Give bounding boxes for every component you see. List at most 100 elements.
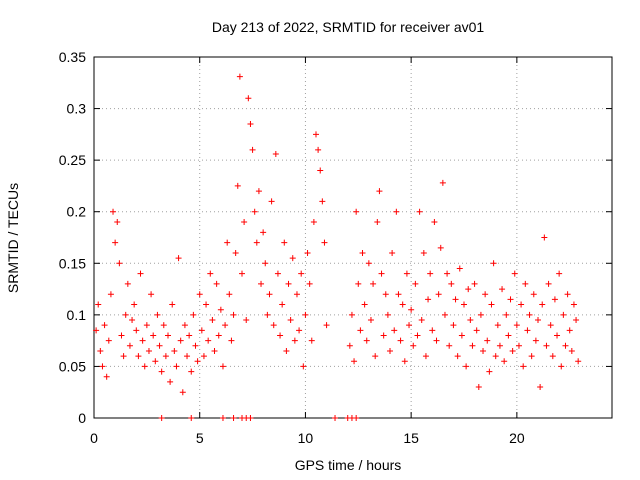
y-tick-label: 0.25 (59, 152, 86, 168)
data-point (444, 270, 451, 277)
data-point (93, 327, 100, 334)
data-points (93, 73, 582, 421)
data-point (181, 322, 188, 329)
data-point (215, 332, 222, 339)
data-point (179, 389, 186, 396)
data-point (135, 353, 142, 360)
data-point (528, 353, 535, 360)
data-point (422, 353, 429, 360)
data-point (207, 270, 214, 277)
data-point (469, 342, 476, 349)
data-point (249, 146, 256, 153)
data-point (219, 363, 226, 370)
data-point (97, 347, 104, 354)
data-point (148, 291, 155, 298)
data-point (454, 353, 461, 360)
data-point (403, 270, 410, 277)
data-point (406, 322, 413, 329)
data-point (522, 280, 529, 287)
data-point (380, 332, 387, 339)
data-point (239, 270, 245, 277)
data-point (167, 378, 174, 385)
data-point (480, 347, 487, 354)
data-point (289, 255, 296, 262)
data-point (433, 337, 440, 344)
data-point (283, 347, 290, 354)
data-point (203, 301, 210, 308)
data-point (414, 332, 421, 339)
data-point (513, 322, 520, 329)
data-point (291, 337, 298, 344)
data-point (372, 353, 379, 360)
data-point (418, 317, 425, 324)
data-point (101, 322, 108, 329)
data-point (355, 280, 362, 287)
data-point (477, 311, 484, 318)
data-point (139, 337, 146, 344)
data-point (99, 363, 106, 370)
data-point (262, 260, 269, 267)
data-point (494, 322, 501, 329)
data-point (152, 358, 159, 365)
data-point (499, 286, 506, 293)
data-point (471, 280, 478, 287)
data-point (315, 146, 322, 153)
data-point (429, 327, 436, 334)
data-point (515, 342, 522, 349)
data-point (245, 95, 252, 102)
data-point (266, 291, 273, 298)
data-point (425, 296, 432, 303)
data-point (397, 337, 404, 344)
data-point (384, 311, 391, 318)
data-point (165, 332, 171, 339)
data-point (401, 358, 408, 365)
data-point (518, 301, 525, 308)
x-tick-label: 5 (196, 430, 204, 446)
data-point (539, 301, 546, 308)
y-tick-label: 0.1 (67, 307, 87, 323)
data-point (435, 291, 442, 298)
plot-frame (93, 56, 613, 419)
y-axis-label: SRMTID / TECUs (5, 183, 21, 293)
data-point (501, 358, 508, 365)
data-point (169, 301, 176, 308)
data-point (158, 415, 165, 421)
data-point (293, 291, 300, 298)
data-point (543, 342, 550, 349)
x-axis-label: GPS time / hours (295, 457, 402, 473)
data-point (277, 332, 284, 339)
grid (94, 57, 612, 418)
data-point (241, 219, 248, 226)
data-point (160, 322, 167, 329)
data-point (323, 322, 330, 329)
data-point (427, 270, 434, 277)
x-tick-label: 0 (90, 430, 98, 446)
data-point (230, 311, 237, 318)
data-point (268, 198, 275, 205)
data-point (141, 363, 148, 370)
data-point (219, 415, 226, 421)
data-point (484, 337, 491, 344)
data-point (416, 208, 423, 215)
data-point (535, 317, 541, 324)
data-point (507, 296, 514, 303)
data-point (503, 311, 510, 318)
data-point (505, 332, 512, 339)
data-point (255, 188, 262, 195)
data-point (463, 363, 470, 370)
data-point (114, 219, 121, 226)
data-point (264, 311, 271, 318)
data-point (226, 291, 233, 298)
data-point (285, 280, 292, 287)
data-point (228, 337, 235, 344)
data-point (382, 291, 389, 298)
data-point (486, 368, 493, 375)
data-point (439, 179, 446, 186)
y-tick-label: 0 (78, 410, 86, 426)
data-point (410, 342, 417, 349)
data-point (319, 198, 326, 205)
data-point (511, 270, 518, 277)
y-tick-label: 0.3 (67, 101, 87, 117)
data-point (177, 337, 184, 344)
y-tick-label: 0.15 (59, 255, 86, 271)
